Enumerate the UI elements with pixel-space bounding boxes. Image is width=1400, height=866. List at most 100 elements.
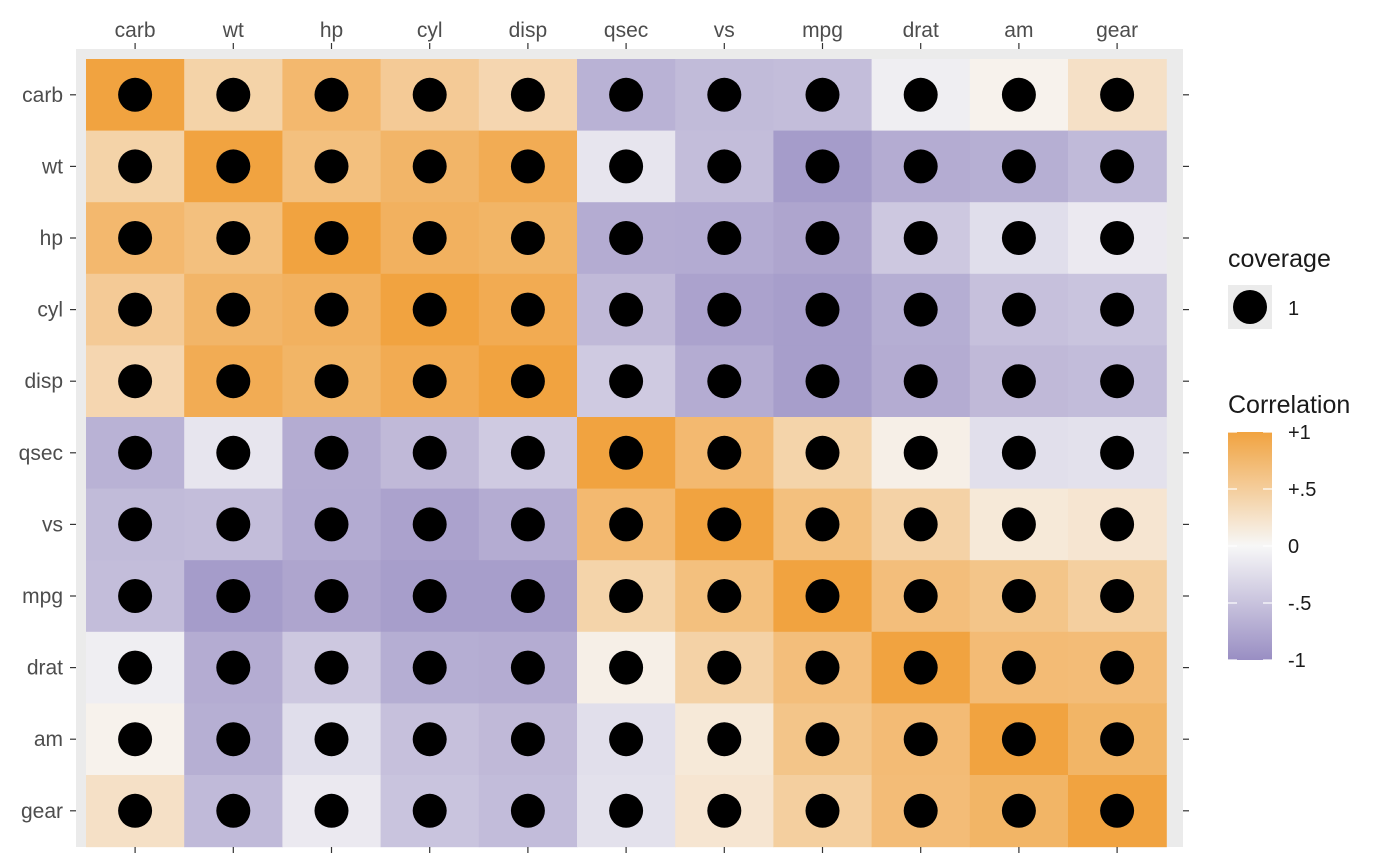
x-tick-label-hp: hp: [320, 19, 343, 42]
coverage-point-qsec-carb: [118, 435, 153, 470]
coverage-point-hp-am: [1001, 221, 1036, 255]
coverage-point-hp-cyl: [412, 221, 447, 255]
coverage-point-drat-mpg: [805, 650, 840, 685]
coverage-point-hp-gear: [1100, 221, 1135, 255]
coverage-point-wt-qsec: [609, 149, 644, 184]
x-tick-label-wt: wt: [222, 19, 244, 42]
coverage-point-mpg-cyl: [412, 579, 447, 613]
coverage-point-wt-hp: [314, 149, 349, 184]
x-tick-label-mpg: mpg: [802, 19, 843, 42]
coverage-point-carb-wt: [216, 77, 251, 112]
coverage-point-cyl-cyl: [412, 292, 447, 327]
coverage-point-vs-vs: [707, 507, 742, 542]
coverage-point-disp-qsec: [609, 364, 644, 399]
coverage-point-vs-drat: [903, 507, 938, 542]
coverage-point-qsec-qsec: [609, 435, 644, 470]
coverage-point-mpg-mpg: [805, 579, 840, 613]
coverage-point-hp-qsec: [609, 221, 644, 255]
coverage-point-wt-disp: [510, 149, 545, 184]
y-tick-label-cyl: cyl: [37, 299, 63, 322]
coverage-point-disp-mpg: [805, 364, 840, 399]
colorbar-tick-label-0: 0: [1288, 536, 1299, 558]
coverage-point-vs-am: [1001, 507, 1036, 542]
coverage-point-drat-drat: [903, 650, 938, 685]
coverage-point-hp-disp: [510, 221, 545, 255]
coverage-point-carb-hp: [314, 77, 349, 112]
coverage-point-wt-cyl: [412, 149, 447, 184]
coverage-point-cyl-gear: [1100, 292, 1135, 327]
coverage-point-hp-vs: [707, 221, 742, 255]
coverage-point-cyl-drat: [903, 292, 938, 327]
coverage-point-drat-cyl: [412, 650, 447, 685]
coverage-point-am-mpg: [805, 722, 840, 757]
coverage-point-gear-qsec: [609, 793, 644, 828]
legend-coverage-label: 1: [1288, 298, 1299, 320]
coverage-point-cyl-hp: [314, 292, 349, 327]
legend-coverage-title: coverage: [1228, 245, 1331, 273]
coverage-point-gear-am: [1001, 793, 1036, 828]
coverage-point-disp-disp: [510, 364, 545, 399]
coverage-point-carb-disp: [510, 77, 545, 112]
legend-colorbar-ticks: +1 +.5 0 -.5 -1: [1228, 422, 1316, 672]
y-tick-label-mpg: mpg: [22, 585, 63, 608]
coverage-point-vs-wt: [216, 507, 251, 542]
x-tick-label-disp: disp: [509, 19, 548, 42]
colorbar-tick-label-0.5: +.5: [1288, 479, 1316, 501]
coverage-point-gear-mpg: [805, 793, 840, 828]
coverage-point-qsec-cyl: [412, 435, 447, 470]
coverage-point-cyl-am: [1001, 292, 1036, 327]
coverage-point-drat-carb: [118, 650, 153, 685]
coverage-point-drat-qsec: [609, 650, 644, 685]
x-tick-label-gear: gear: [1096, 19, 1138, 42]
coverage-point-gear-drat: [903, 793, 938, 828]
coverage-point-gear-disp: [510, 793, 545, 828]
coverage-point-vs-gear: [1100, 507, 1135, 542]
coverage-point-cyl-wt: [216, 292, 251, 327]
coverage-point-mpg-carb: [118, 579, 153, 613]
coverage-point-cyl-qsec: [609, 292, 644, 327]
legend-correlation-title: Correlation: [1228, 391, 1350, 419]
y-tick-label-am: am: [34, 728, 63, 751]
coverage-point-mpg-wt: [216, 579, 251, 613]
coverage-point-qsec-vs: [707, 435, 742, 470]
coverage-point-mpg-am: [1001, 579, 1036, 613]
coverage-point-carb-mpg: [805, 77, 840, 112]
coverage-point-wt-gear: [1100, 149, 1135, 184]
coverage-point-qsec-am: [1001, 435, 1036, 470]
coverage-point-carb-carb: [118, 77, 153, 112]
coverage-point-carb-vs: [707, 77, 742, 112]
x-tick-label-am: am: [1004, 19, 1033, 42]
coverage-point-am-vs: [707, 722, 742, 757]
coverage-point-gear-carb: [118, 793, 153, 828]
coverage-point-am-drat: [903, 722, 938, 757]
coverage-point-drat-disp: [510, 650, 545, 685]
coverage-point-wt-vs: [707, 149, 742, 184]
colorbar-tick-label--1: -1: [1288, 650, 1306, 672]
coverage-point-carb-gear: [1100, 77, 1135, 112]
coverage-point-am-hp: [314, 722, 349, 757]
coverage-point-wt-carb: [118, 149, 153, 184]
coverage-point-disp-vs: [707, 364, 742, 399]
x-tick-label-cyl: cyl: [417, 19, 443, 42]
coverage-point-carb-cyl: [412, 77, 447, 112]
coverage-point-cyl-mpg: [805, 292, 840, 327]
coverage-point-hp-mpg: [805, 221, 840, 255]
y-tick-label-gear: gear: [21, 800, 63, 823]
coverage-point-mpg-disp: [510, 579, 545, 613]
coverage-point-qsec-hp: [314, 435, 349, 470]
coverage-point-am-am: [1001, 722, 1036, 757]
y-tick-label-vs: vs: [42, 513, 63, 536]
x-tick-label-drat: drat: [903, 19, 939, 42]
coverage-point-am-carb: [118, 722, 153, 757]
coverage-point-gear-vs: [707, 793, 742, 828]
legend: coverage 1 Correlation +1 +.5 0 -.5 -1: [1228, 245, 1350, 672]
coverage-point-mpg-qsec: [609, 579, 644, 613]
legend-coverage-key-point: [1233, 290, 1267, 324]
y-tick-label-qsec: qsec: [19, 442, 63, 465]
coverage-point-drat-gear: [1100, 650, 1135, 685]
coverage-point-gear-hp: [314, 793, 349, 828]
x-tick-label-vs: vs: [714, 19, 735, 42]
colorbar-tick-label--0.5: -.5: [1288, 593, 1311, 615]
coverage-point-qsec-gear: [1100, 435, 1135, 470]
coverage-point-wt-drat: [903, 149, 938, 184]
